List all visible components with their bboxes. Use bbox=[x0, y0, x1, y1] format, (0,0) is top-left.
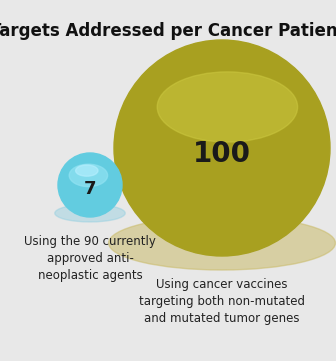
Text: Using cancer vaccines
targeting both non-mutated
and mutated tumor genes: Using cancer vaccines targeting both non… bbox=[139, 278, 305, 325]
Ellipse shape bbox=[157, 72, 298, 142]
Text: 7: 7 bbox=[84, 180, 96, 198]
Text: Targets Addressed per Cancer Patient: Targets Addressed per Cancer Patient bbox=[0, 22, 336, 40]
Ellipse shape bbox=[55, 204, 125, 222]
Circle shape bbox=[114, 40, 330, 256]
Ellipse shape bbox=[69, 164, 108, 187]
Text: Using the 90 currently
approved anti-
neoplastic agents: Using the 90 currently approved anti- ne… bbox=[24, 235, 156, 282]
Circle shape bbox=[58, 153, 122, 217]
Ellipse shape bbox=[109, 216, 335, 270]
Ellipse shape bbox=[76, 165, 98, 176]
Text: 100: 100 bbox=[193, 140, 251, 168]
